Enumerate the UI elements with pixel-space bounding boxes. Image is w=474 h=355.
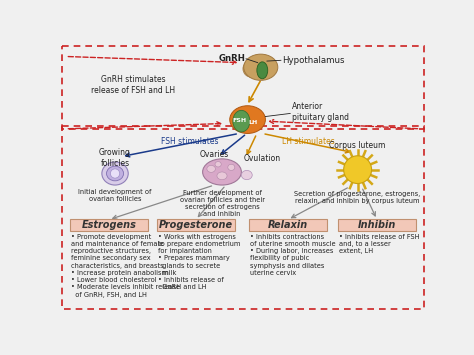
- Text: GnRH stimulates
release of FSH and LH: GnRH stimulates release of FSH and LH: [91, 75, 175, 95]
- Text: Ovaries: Ovaries: [200, 150, 229, 159]
- Text: Progesterone: Progesterone: [159, 220, 233, 230]
- Text: Hypothalamus: Hypothalamus: [283, 56, 345, 65]
- FancyBboxPatch shape: [156, 219, 235, 231]
- Text: Growing
follicles: Growing follicles: [99, 148, 131, 168]
- Text: • Inhibits release of FSH
and, to a lesser
extent, LH: • Inhibits release of FSH and, to a less…: [339, 234, 419, 254]
- Text: • Promote development
and maintenance of female
reproductive structures,
feminin: • Promote development and maintenance of…: [71, 234, 180, 297]
- Ellipse shape: [207, 165, 215, 172]
- Ellipse shape: [217, 172, 227, 180]
- Text: GnRH: GnRH: [219, 54, 245, 63]
- Text: • Inhibits contractions
of uterine smooth muscle
• During labor, increases
flexi: • Inhibits contractions of uterine smoot…: [250, 234, 336, 276]
- FancyBboxPatch shape: [249, 219, 327, 231]
- Bar: [63, 46, 423, 129]
- Text: Initial development of
ovarian follicles: Initial development of ovarian follicles: [78, 189, 152, 202]
- Ellipse shape: [107, 166, 124, 181]
- Ellipse shape: [244, 54, 278, 80]
- Ellipse shape: [241, 170, 252, 180]
- Text: Ovulation: Ovulation: [244, 154, 281, 163]
- Text: FSH: FSH: [233, 118, 247, 123]
- Ellipse shape: [102, 162, 128, 185]
- Text: Relaxin: Relaxin: [268, 220, 308, 230]
- Circle shape: [344, 156, 372, 184]
- Text: • Works with estrogens
to prepare endometrium
for implantation
• Prepares mammar: • Works with estrogens to prepare endome…: [158, 234, 240, 290]
- FancyBboxPatch shape: [338, 219, 416, 231]
- Text: Secretion of progesterone, estrogens,
relaxin, and inhibin by corpus luteum: Secretion of progesterone, estrogens, re…: [294, 191, 421, 204]
- Text: LH stimulates: LH stimulates: [283, 137, 335, 146]
- Text: FSH stimulates: FSH stimulates: [161, 137, 218, 146]
- FancyBboxPatch shape: [70, 219, 148, 231]
- Text: LH: LH: [248, 120, 258, 125]
- Text: Inhibin: Inhibin: [358, 220, 396, 230]
- Ellipse shape: [215, 162, 221, 167]
- Text: Further development of
ovarian follicles and their
secretion of estrogens
and in: Further development of ovarian follicles…: [180, 190, 264, 217]
- Ellipse shape: [233, 110, 250, 132]
- Circle shape: [110, 169, 120, 178]
- Text: Anterior
pituitary gland: Anterior pituitary gland: [292, 102, 349, 122]
- Ellipse shape: [243, 60, 260, 77]
- Bar: [63, 126, 423, 309]
- Ellipse shape: [202, 159, 241, 185]
- Ellipse shape: [257, 62, 268, 79]
- Ellipse shape: [230, 106, 265, 133]
- Ellipse shape: [228, 164, 235, 170]
- Text: Estrogens: Estrogens: [82, 220, 137, 230]
- Text: Corpus luteum: Corpus luteum: [329, 141, 386, 149]
